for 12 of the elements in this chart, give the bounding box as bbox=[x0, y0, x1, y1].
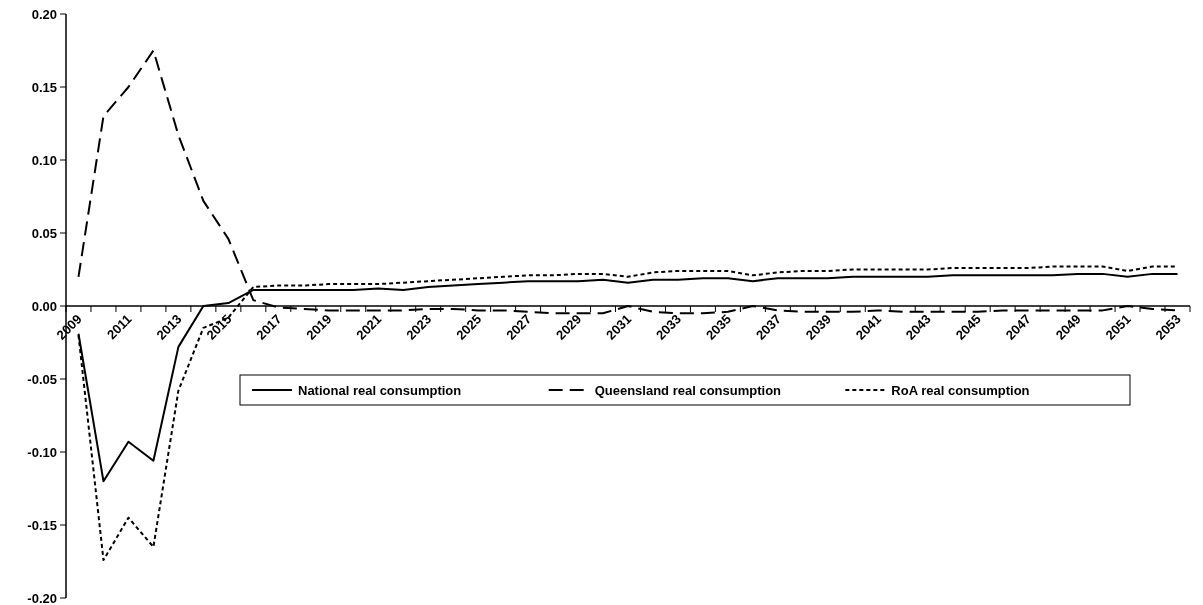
y-tick-label: -0.15 bbox=[27, 518, 57, 533]
y-tick-label: 0.00 bbox=[31, 299, 57, 314]
y-tick-label: 0.10 bbox=[31, 153, 57, 168]
y-tick-label: 0.20 bbox=[31, 7, 57, 22]
legend-label: RoA real consumption bbox=[891, 383, 1030, 398]
y-tick-label: 0.05 bbox=[31, 226, 57, 241]
legend-label: Queensland real consumption bbox=[594, 383, 782, 398]
legend-label: National real consumption bbox=[298, 383, 462, 398]
y-tick-label: -0.05 bbox=[27, 372, 57, 387]
y-tick-label: -0.10 bbox=[27, 445, 57, 460]
y-tick-label: -0.20 bbox=[27, 591, 57, 605]
y-tick-label: 0.15 bbox=[31, 80, 57, 95]
